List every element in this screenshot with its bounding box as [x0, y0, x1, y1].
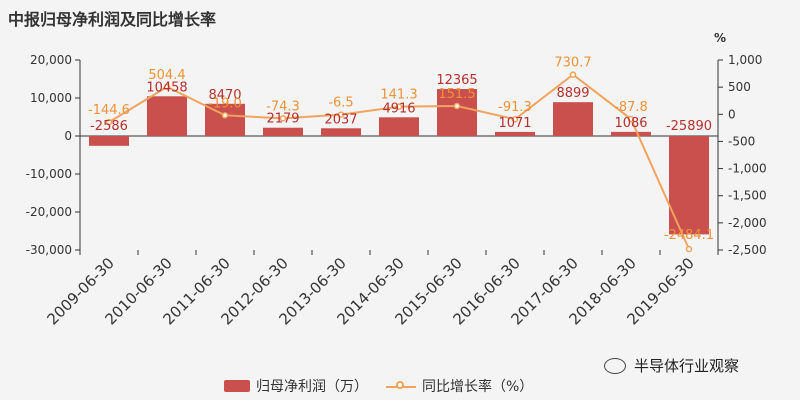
growth-rate-point — [685, 245, 693, 253]
left-tick-label: -20,000 — [26, 205, 72, 219]
growth-rate-label: -144.6 — [88, 103, 130, 118]
growth-rate-label: -6.5 — [328, 96, 353, 111]
chart-title: 中报归母净利润及同比增长率 — [8, 10, 217, 29]
bar-value-label: 8470 — [208, 88, 241, 103]
right-tick-label: -1,000 — [728, 162, 767, 176]
growth-rate-point — [453, 102, 461, 110]
growth-rate-point — [569, 71, 577, 78]
growth-rate-point — [337, 111, 345, 118]
bar-value-label: 2037 — [324, 112, 357, 127]
right-tick-label: 0 — [728, 107, 736, 121]
growth-rate-label: -19.0 — [208, 96, 242, 111]
legend-label-bar[interactable]: 归母净利润（万） — [256, 379, 368, 395]
right-tick-label: 500 — [728, 80, 751, 94]
bar — [553, 102, 593, 136]
bar-value-label: 2179 — [266, 112, 299, 127]
legend-swatch-line[interactable] — [386, 380, 416, 392]
wechat-icon — [604, 357, 626, 374]
growth-rate-point — [163, 83, 171, 91]
bar-value-label: 1071 — [498, 116, 531, 131]
bar — [379, 117, 419, 136]
growth-rate-label: -2484.1 — [664, 228, 714, 243]
growth-rate-label: -74.3 — [266, 99, 300, 114]
bar-value-label: 8899 — [556, 86, 589, 101]
right-tick-label: -1,500 — [728, 189, 767, 203]
growth-rate-point — [627, 115, 635, 123]
left-tick-label: 0 — [64, 129, 72, 143]
bar-value-label: 10458 — [146, 80, 187, 95]
bar-value-label: 12365 — [436, 73, 477, 88]
legend-label-line[interactable]: 同比增长率（%） — [422, 379, 534, 395]
growth-rate-label: 151.5 — [438, 87, 475, 102]
bar — [321, 128, 361, 136]
watermark: 半导体行业观察 — [604, 355, 739, 376]
right-tick-label: 1,000 — [728, 53, 762, 67]
bar-value-label: 4916 — [382, 101, 415, 116]
bar — [89, 136, 129, 146]
left-tick-label: 10,000 — [30, 91, 72, 105]
growth-rate-label: 504.4 — [148, 68, 185, 83]
growth-rate-label: 141.3 — [380, 88, 417, 103]
growth-rate-point — [395, 103, 403, 110]
left-tick-label: -10,000 — [26, 167, 72, 181]
growth-rate-label: 730.7 — [554, 56, 591, 71]
growth-rate-point — [221, 112, 229, 119]
growth-rate-point — [105, 118, 113, 126]
right-tick-label: -500 — [728, 134, 755, 148]
left-tick-label: -30,000 — [26, 243, 72, 257]
growth-rate-point — [511, 115, 519, 123]
bar-value-label: -2586 — [90, 119, 128, 134]
right-axis-unit: % — [714, 31, 726, 45]
bar-value-label: -25890 — [666, 119, 712, 134]
right-tick-label: -2,000 — [728, 216, 767, 230]
growth-rate-point — [279, 115, 287, 122]
left-tick-label: 20,000 — [30, 53, 72, 67]
growth-rate-label: -87.8 — [614, 100, 648, 115]
bar — [263, 127, 303, 136]
bar — [495, 131, 535, 136]
bar — [437, 89, 477, 136]
growth-rate-label: -91.3 — [498, 100, 532, 115]
bar-value-label: 1086 — [614, 116, 647, 131]
watermark-text: 半导体行业观察 — [634, 357, 740, 375]
right-tick-label: -2,500 — [728, 243, 767, 257]
bar — [611, 131, 651, 136]
bar — [147, 96, 187, 136]
chart-legend: 归母净利润（万） 同比增长率（%） — [224, 376, 533, 396]
legend-swatch-bar[interactable] — [224, 380, 250, 392]
